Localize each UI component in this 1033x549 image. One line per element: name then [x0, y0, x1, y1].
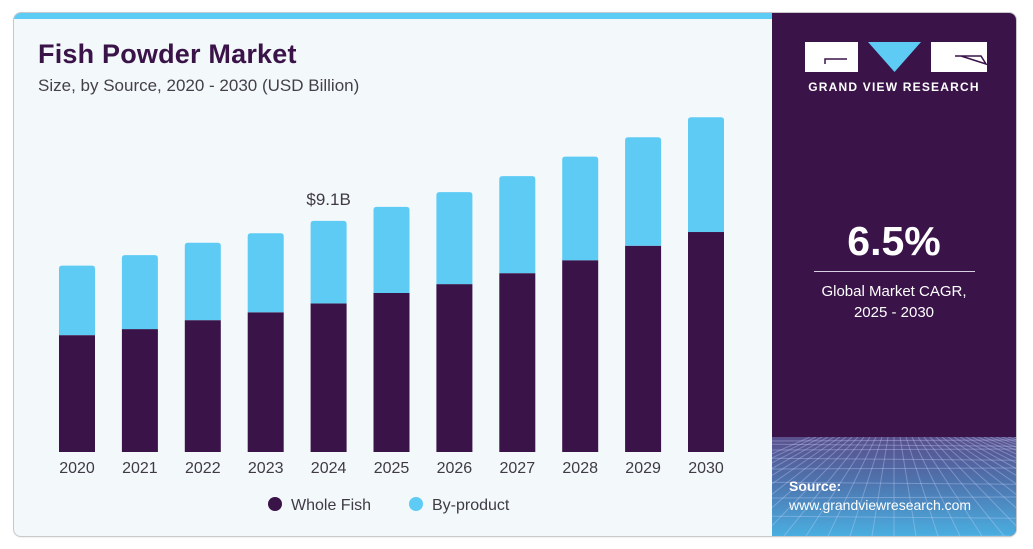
x-tick-label-2030: 2030: [688, 460, 724, 477]
x-tick-label-2021: 2021: [122, 460, 158, 477]
grid-line: [849, 436, 883, 536]
brand-name: GRAND VIEW RESEARCH: [808, 80, 980, 94]
grid-line: [772, 439, 1016, 442]
cagr-label: Global Market CAGR, 2025 - 2030: [772, 281, 1016, 323]
bar-by-product-2020: [59, 265, 95, 336]
x-tick-label-2028: 2028: [562, 460, 598, 477]
grand-view-research-logo-icon: [805, 42, 987, 72]
grid-line: [941, 436, 1016, 495]
legend: Whole Fish By-product: [268, 497, 510, 514]
grid-line: [899, 436, 917, 536]
bar-whole-fish-2028: [562, 260, 599, 452]
grid-line: [772, 436, 853, 509]
x-tick-label-2029: 2029: [625, 460, 661, 477]
bar-chart: 2020 2021 2022 2023 2024 2025 2026 2027 2028 2029…: [59, 117, 724, 514]
grid-line: [772, 436, 835, 476]
grid-line: [772, 436, 841, 485]
x-tick-label-2024: 2024: [311, 460, 347, 477]
grid-line: [905, 436, 939, 536]
grid-line: [783, 436, 865, 536]
grid-line: [911, 436, 961, 536]
cagr-value: 6.5%: [847, 218, 941, 264]
grid-line: [772, 496, 1016, 499]
bar-whole-fish-2030: [688, 232, 724, 452]
grid-line: [965, 436, 1016, 464]
source-note: Source: www.grandviewresearch.com: [789, 477, 971, 515]
source-url: www.grandviewresearch.com: [789, 497, 972, 513]
grid-decoration: [772, 436, 1016, 536]
bar-by-product-2023: [247, 233, 284, 313]
grid-line: [935, 436, 1016, 509]
grid-line: [959, 436, 1016, 470]
bar-by-product-2027: [499, 176, 536, 274]
chart-subtitle: Size, by Source, 2020 - 2030 (USD Billio…: [38, 76, 360, 95]
grid-line: [772, 436, 817, 459]
source-label: Source:: [789, 478, 842, 494]
bar-by-product-2021: [121, 255, 158, 330]
cagr-label-line1: Global Market CAGR,: [821, 283, 967, 300]
bar-whole-fish-2026: [436, 284, 473, 452]
bar-whole-fish-2020: [59, 335, 95, 452]
grid-line: [772, 436, 811, 455]
legend-swatch-icon: [409, 497, 423, 511]
cagr-divider: [814, 271, 975, 272]
bar-whole-fish-2025: [373, 292, 410, 452]
bars-group: [59, 117, 724, 452]
grid-line: [772, 436, 859, 527]
x-tick-label-2026: 2026: [437, 460, 473, 477]
grid-line: [827, 436, 877, 536]
grid-line: [1013, 436, 1016, 439]
legend-item-whole-fish: Whole Fish: [268, 497, 371, 514]
grid-line: [917, 436, 983, 536]
bar-by-product-2028: [562, 156, 599, 261]
x-tick-label-2022: 2022: [185, 460, 221, 477]
grid-line: [772, 436, 829, 470]
bar-whole-fish-2027: [499, 273, 536, 452]
grid-line: [929, 436, 1016, 527]
bar-by-product-2029: [625, 137, 662, 246]
grid-line: [871, 436, 889, 536]
grid-line: [805, 436, 871, 536]
wireframe-grid-icon: [772, 436, 1016, 536]
bar-whole-fish-2022: [184, 320, 221, 452]
grid-line: [772, 481, 1016, 485]
x-tick-label-2023: 2023: [248, 460, 284, 477]
grid-line: [772, 515, 1016, 519]
legend-label: By-product: [432, 497, 510, 514]
bar-by-product-2026: [436, 192, 473, 285]
bar-whole-fish-2021: [121, 329, 158, 452]
x-tick-label-2027: 2027: [500, 460, 536, 477]
bar-by-product-2024: [310, 220, 347, 304]
grid-line: [947, 436, 1016, 485]
side-panel: GRAND VIEW RESEARCH 6.5% Global Market C…: [772, 13, 1016, 536]
bar-whole-fish-2029: [625, 245, 662, 452]
grid-line: [977, 436, 1016, 455]
annotation-2024: $9.1B: [306, 190, 350, 209]
grid-line: [772, 443, 1016, 447]
bar-by-product-2022: [184, 242, 221, 321]
x-axis-ticks: 2020 2021 2022 2023 2024 2025 2026 2027 2028 2029…: [59, 460, 724, 477]
grid-line: [772, 436, 823, 464]
cagr-label-line2: 2025 - 2030: [853, 304, 935, 321]
infographic-card: Fish Powder Market Size, by Source, 2020…: [14, 13, 1016, 536]
x-tick-label-2025: 2025: [374, 460, 410, 477]
legend-swatch-icon: [268, 497, 282, 511]
grid-line: [971, 436, 1016, 459]
annotations-group: $9.1B: [306, 190, 350, 209]
bar-whole-fish-2024: [310, 303, 347, 452]
grid-line: [953, 436, 1016, 476]
bar-whole-fish-2023: [247, 312, 284, 452]
bar-by-product-2030: [688, 117, 724, 233]
legend-item-by-product: By-product: [409, 497, 510, 514]
top-accent-band: [14, 13, 772, 19]
grid-line: [772, 467, 1016, 470]
bar-by-product-2025: [373, 206, 410, 293]
legend-label: Whole Fish: [291, 497, 371, 514]
x-tick-label-2020: 2020: [59, 460, 95, 477]
grid-line: [772, 448, 1016, 451]
grid-line: [772, 436, 847, 495]
grid-line: [923, 436, 1005, 536]
chart-title: Fish Powder Market: [38, 39, 297, 69]
grid-line: [772, 457, 1016, 461]
